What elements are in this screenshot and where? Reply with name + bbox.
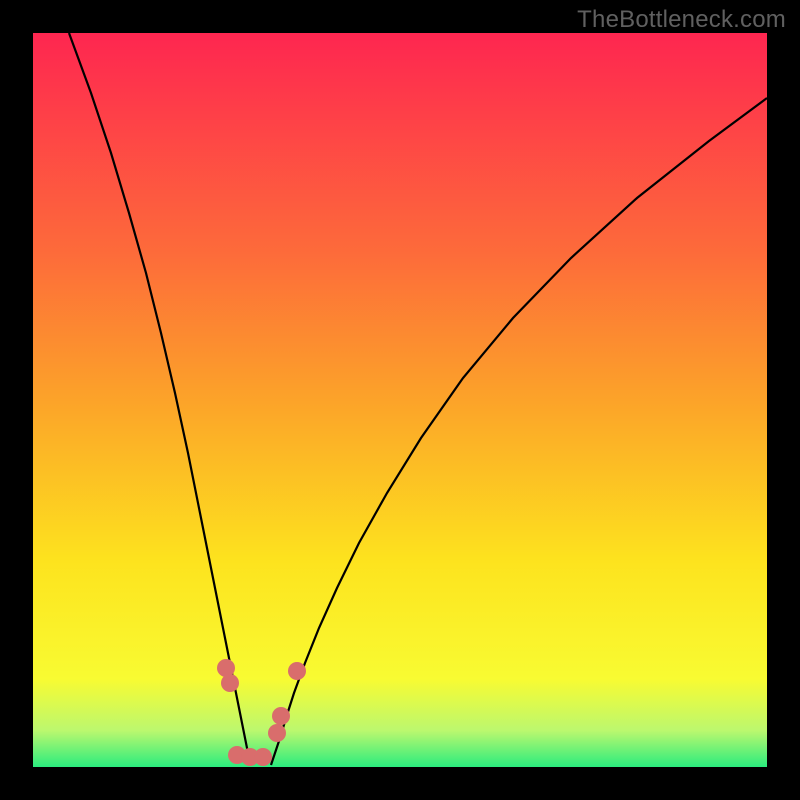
curve-right [271, 98, 767, 765]
curve-left [69, 33, 251, 765]
data-marker [268, 724, 286, 742]
watermark-text: TheBottleneck.com [577, 6, 786, 34]
data-marker [221, 674, 239, 692]
plot-area [33, 33, 767, 767]
data-marker [254, 748, 272, 766]
chart-frame: TheBottleneck.com [0, 0, 800, 800]
curves-layer [33, 33, 767, 767]
data-marker [288, 662, 306, 680]
markers-group [217, 659, 306, 766]
data-marker [272, 707, 290, 725]
